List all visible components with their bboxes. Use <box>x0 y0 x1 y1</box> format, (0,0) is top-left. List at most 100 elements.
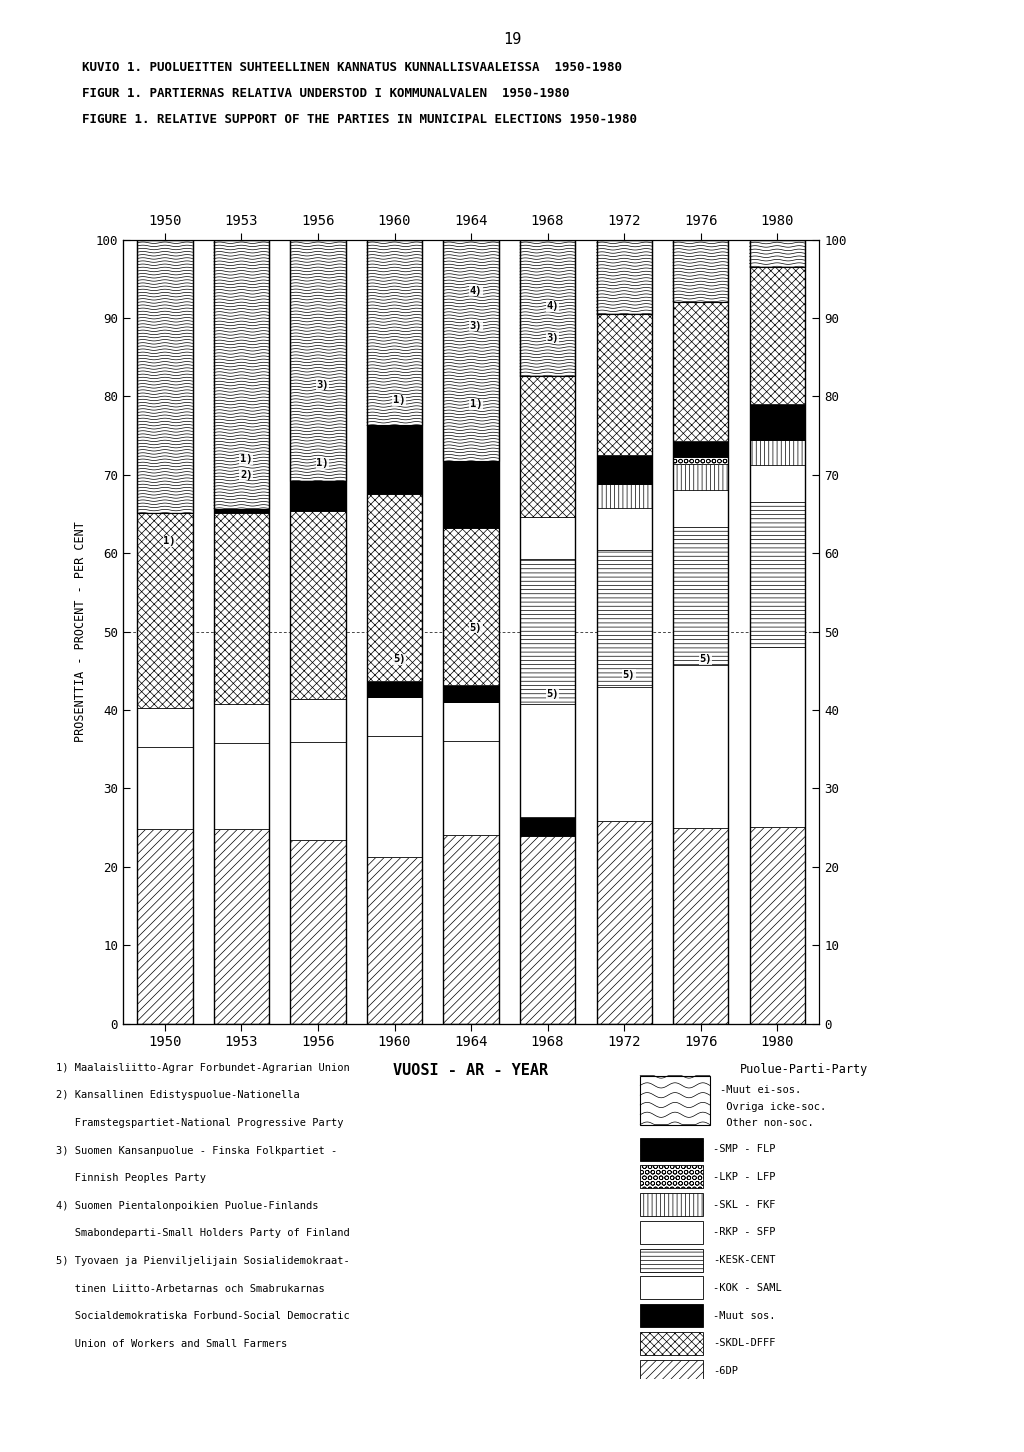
Text: -SKL - FKF: -SKL - FKF <box>714 1199 776 1210</box>
Text: Other non-soc.: Other non-soc. <box>720 1118 814 1128</box>
Bar <box>673 302 728 441</box>
Bar <box>750 240 805 267</box>
Bar <box>367 858 422 1024</box>
Bar <box>640 1194 702 1215</box>
Bar <box>443 835 499 1024</box>
Bar <box>750 240 805 1024</box>
Text: Puolue-Parti-Party: Puolue-Parti-Party <box>739 1063 868 1076</box>
Text: Union of Workers and Small Farmers: Union of Workers and Small Farmers <box>56 1339 288 1349</box>
Text: 3): 3) <box>316 379 329 389</box>
Text: -LKP - LFP: -LKP - LFP <box>714 1172 776 1182</box>
Bar <box>640 1249 702 1272</box>
Bar <box>597 820 651 1024</box>
Bar <box>367 736 422 858</box>
Bar <box>597 550 651 687</box>
Bar <box>443 685 499 703</box>
Text: 3): 3) <box>470 321 482 331</box>
Bar <box>520 376 575 517</box>
Bar <box>750 440 805 466</box>
Text: 5): 5) <box>470 623 482 633</box>
Bar <box>291 481 345 511</box>
Bar <box>367 494 422 681</box>
Bar <box>367 697 422 736</box>
Bar <box>367 240 422 425</box>
Y-axis label: PROSENTTIA - PROCENT - PER CENT: PROSENTTIA - PROCENT - PER CENT <box>74 521 87 742</box>
Text: 5): 5) <box>393 653 406 664</box>
Bar <box>750 826 805 1024</box>
Bar <box>597 508 651 550</box>
Bar <box>597 687 651 820</box>
Bar <box>673 463 728 489</box>
Bar <box>673 527 728 665</box>
Text: 19: 19 <box>503 32 521 46</box>
Text: Framstegspartiet-National Progressive Party: Framstegspartiet-National Progressive Pa… <box>56 1118 344 1128</box>
Text: 3) Suomen Kansanpuolue - Finska Folkpartiet -: 3) Suomen Kansanpuolue - Finska Folkpart… <box>56 1146 338 1156</box>
Bar <box>214 704 269 743</box>
Bar <box>640 1276 702 1300</box>
Text: 1): 1) <box>240 454 253 465</box>
Text: 4): 4) <box>470 286 482 296</box>
Text: 2): 2) <box>240 470 253 479</box>
Bar <box>291 698 345 742</box>
Bar <box>640 1076 710 1124</box>
Text: -Muut ei-sos.: -Muut ei-sos. <box>720 1085 802 1095</box>
Text: 1) Maalaisliitto-Agrar Forbundet-Agrarian Union: 1) Maalaisliitto-Agrar Forbundet-Agraria… <box>56 1063 350 1073</box>
Text: 4) Suomen Pientalonpoikien Puolue-Finlands: 4) Suomen Pientalonpoikien Puolue-Finlan… <box>56 1201 318 1211</box>
Text: -Muut sos.: -Muut sos. <box>714 1311 776 1321</box>
Bar <box>443 462 499 529</box>
Bar <box>367 425 422 494</box>
Bar <box>520 517 575 559</box>
Bar <box>291 240 345 481</box>
Bar <box>214 240 269 508</box>
Text: FIGURE 1. RELATIVE SUPPORT OF THE PARTIES IN MUNICIPAL ELECTIONS 1950-1980: FIGURE 1. RELATIVE SUPPORT OF THE PARTIE… <box>82 113 637 126</box>
Bar <box>137 707 193 746</box>
Bar <box>137 746 193 829</box>
Bar <box>520 817 575 836</box>
Bar <box>640 1221 702 1244</box>
Text: 3): 3) <box>546 333 558 343</box>
Bar <box>673 829 728 1024</box>
Bar <box>443 703 499 742</box>
Text: 1): 1) <box>164 536 176 546</box>
Text: 1): 1) <box>316 457 329 468</box>
Bar <box>750 502 805 648</box>
Bar <box>750 466 805 502</box>
Text: 1): 1) <box>470 399 482 409</box>
Bar <box>673 457 728 463</box>
Text: FIGUR 1. PARTIERNAS RELATIVA UNDERSTOD I KOMMUNALVALEN  1950-1980: FIGUR 1. PARTIERNAS RELATIVA UNDERSTOD I… <box>82 87 569 100</box>
Bar <box>137 240 193 513</box>
Bar <box>137 240 193 1024</box>
Bar <box>640 1138 702 1160</box>
Bar <box>520 240 575 376</box>
Text: -SKDL-DFFF: -SKDL-DFFF <box>714 1339 776 1349</box>
Bar <box>137 513 193 707</box>
Bar <box>137 829 193 1024</box>
Text: 5): 5) <box>546 690 558 700</box>
Bar <box>597 314 651 456</box>
Bar <box>750 267 805 404</box>
Text: -KOK - SAML: -KOK - SAML <box>714 1284 782 1292</box>
Text: 1): 1) <box>393 395 406 405</box>
Bar <box>640 1331 702 1355</box>
Bar <box>597 240 651 314</box>
Bar <box>443 240 499 1024</box>
Bar <box>597 240 651 1024</box>
Text: 5): 5) <box>699 653 712 664</box>
Bar <box>520 704 575 817</box>
Bar <box>640 1304 702 1327</box>
Bar <box>597 456 651 484</box>
Bar <box>214 513 269 704</box>
X-axis label: VUOSI - AR - YEAR: VUOSI - AR - YEAR <box>393 1063 549 1079</box>
Bar <box>673 441 728 457</box>
Bar <box>367 681 422 697</box>
Bar <box>673 665 728 829</box>
Text: 5): 5) <box>623 669 635 680</box>
Bar <box>520 240 575 1024</box>
Bar <box>520 836 575 1024</box>
Text: Socialdemokratiska Forbund-Social Democratic: Socialdemokratiska Forbund-Social Democr… <box>56 1311 350 1321</box>
Bar <box>367 240 422 1024</box>
Bar <box>673 489 728 527</box>
Bar <box>597 484 651 508</box>
Bar <box>673 240 728 302</box>
Bar <box>673 240 728 1024</box>
